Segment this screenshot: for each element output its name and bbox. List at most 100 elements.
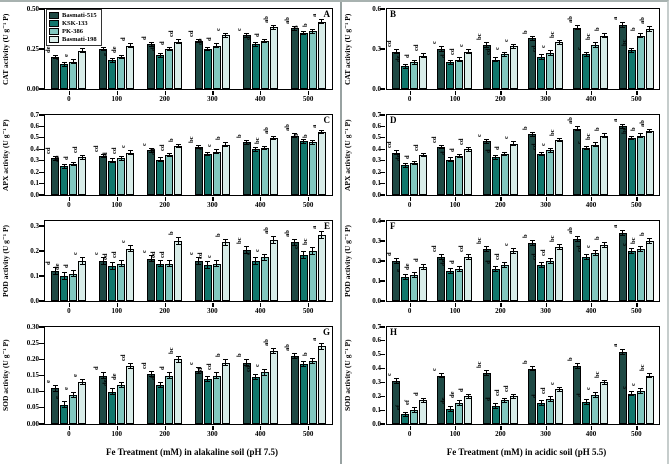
significance-letter: bc: [593, 371, 601, 378]
bar: [600, 382, 609, 424]
bar: [251, 377, 260, 424]
significance-letter: cd: [149, 251, 157, 258]
x-tick-mark: [545, 196, 547, 201]
bar: [165, 155, 174, 195]
x-tick-label: 300: [540, 95, 551, 103]
bar: [242, 35, 251, 89]
significance-letter: c: [215, 28, 223, 31]
y-tick-label: 0.2: [30, 246, 39, 255]
significance-letter: c: [245, 252, 253, 256]
error-bar: [420, 264, 426, 270]
significance-letter: cd: [44, 147, 52, 155]
error-bar: [647, 26, 653, 33]
bar: [260, 372, 269, 424]
error-bar: [79, 378, 85, 386]
error-bar: [456, 57, 462, 63]
y-tick-mark: [38, 194, 44, 196]
y-tick-mark: [380, 395, 386, 397]
error-bar: [70, 391, 76, 399]
error-bar: [244, 33, 250, 38]
error-bar: [253, 373, 259, 381]
significance-letter: ab: [284, 229, 292, 237]
error-bar: [157, 259, 163, 268]
x-tick-mark: [636, 90, 638, 95]
significance-letter: e: [53, 396, 61, 400]
bar: [221, 35, 230, 89]
bar: [242, 249, 251, 301]
panel-C: APX activity (U g⁻¹ P) 0.0 0.1 0.2 0.3 0.4 0.5…: [0, 108, 340, 214]
bar: [99, 156, 108, 195]
error-bar: [175, 237, 181, 245]
significance-letter: b: [236, 134, 244, 139]
bar: [410, 163, 419, 195]
significance-letter: c: [293, 356, 301, 359]
error-bar: [157, 53, 163, 58]
bar: [174, 241, 183, 301]
legend-item-label: Basmati-198: [62, 36, 97, 43]
x-tick-mark: [164, 90, 166, 95]
bar: [108, 391, 117, 424]
panel-D: APX activity (U g⁻¹ P) 0.0 0.1 0.2 0.3 0.4 0.5…: [342, 108, 667, 214]
error-bar: [647, 238, 653, 244]
x-tick-label: 0: [67, 430, 71, 438]
significance-letter: cd: [197, 367, 205, 374]
error-bar: [262, 145, 268, 151]
bar: [69, 164, 78, 195]
bar: [500, 54, 509, 89]
error-bar: [493, 155, 499, 160]
x-tick-mark: [500, 90, 502, 95]
error-bar: [319, 19, 325, 25]
bar: [509, 143, 518, 195]
significance-letter: de: [149, 44, 157, 52]
bar: [221, 144, 230, 195]
error-bar: [547, 148, 553, 153]
significance-letter: cd: [530, 253, 538, 261]
significance-letter: bc: [476, 33, 484, 41]
bar: [51, 57, 60, 89]
bar: [455, 156, 464, 195]
y-tick-label: 0.05: [26, 403, 39, 412]
bar: [69, 61, 78, 89]
significance-letter: cd: [197, 252, 205, 260]
significance-letter: b: [593, 127, 601, 132]
error-bar: [629, 248, 635, 254]
error-bar: [447, 406, 453, 412]
error-bar: [214, 372, 220, 380]
error-bar: [79, 48, 85, 53]
error-bar: [502, 151, 508, 157]
error-bar: [438, 372, 444, 379]
bar: [117, 57, 126, 89]
y-tick-label: 0.7: [30, 110, 39, 119]
bar: [156, 263, 165, 301]
significance-letter: c: [503, 243, 511, 246]
significance-letter: b: [302, 23, 310, 27]
significance-letter: d: [448, 260, 456, 264]
error-bar: [393, 258, 399, 264]
significance-letter: bc: [167, 347, 175, 355]
bar: [126, 365, 135, 424]
y-tick-mark: [380, 137, 386, 139]
bar: [582, 54, 591, 89]
error-bar: [638, 246, 644, 252]
significance-letter: b: [302, 352, 310, 356]
bar: [419, 267, 428, 301]
error-bar: [601, 242, 607, 248]
legend-item-label: Basmati-515: [62, 12, 97, 19]
error-bar: [253, 41, 259, 47]
error-bar: [319, 343, 325, 351]
y-axis-label: SOD activity (U g⁻¹ P): [1, 339, 10, 412]
x-tick-mark: [545, 425, 547, 430]
significance-letter: b: [639, 232, 647, 236]
bar: [446, 62, 455, 89]
y-tick-mark: [38, 182, 44, 185]
bar: [260, 41, 269, 89]
error-bar: [157, 157, 163, 162]
x-tick-label: 0: [407, 430, 412, 438]
error-bar: [175, 356, 181, 364]
error-bar: [547, 396, 553, 402]
error-bar: [61, 164, 67, 169]
bar: [317, 234, 326, 301]
error-bar: [205, 151, 211, 157]
x-tick-label: 100: [449, 307, 461, 315]
x-tick-label: 100: [111, 201, 123, 209]
